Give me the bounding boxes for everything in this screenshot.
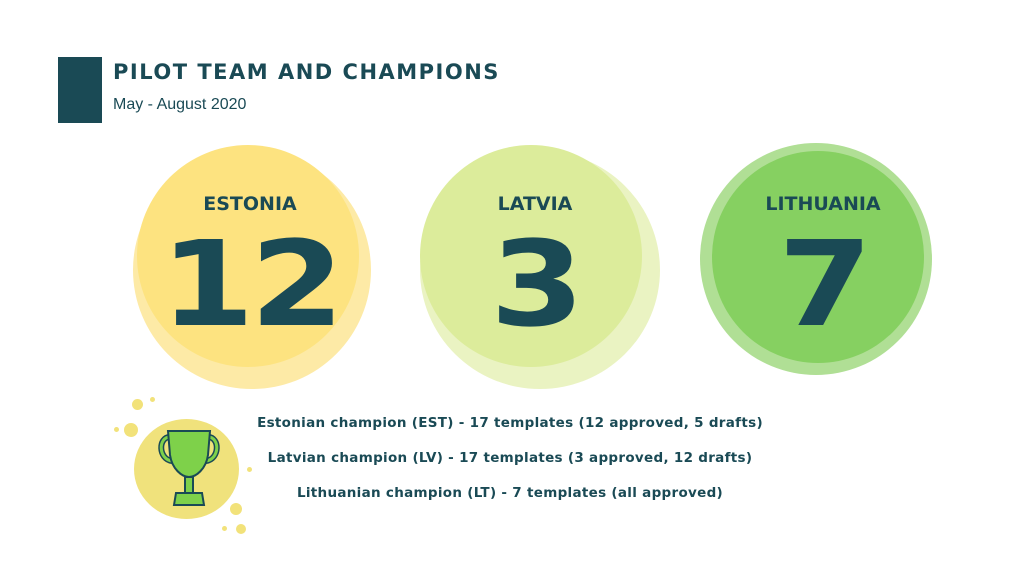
circle-core [137,145,359,367]
decor-dot [247,467,252,472]
champion-line-estonia: Estonian champion (EST) - 17 templates (… [257,415,763,431]
trophy-illustration [112,393,272,543]
circle-core [420,145,642,367]
country-card-latvia: LATVIA 3 [410,143,660,393]
title-accent-block [58,57,102,123]
decor-dot [230,503,242,515]
page-title: PILOT TEAM AND CHAMPIONS [113,60,500,84]
champion-line-latvia: Latvian champion (LV) - 17 templates (3 … [267,450,753,466]
decor-dot [124,423,138,437]
country-card-lithuania: LITHUANIA 7 [698,143,948,393]
country-name: ESTONIA [203,193,297,215]
decor-dot [150,397,155,402]
country-name: LITHUANIA [765,193,881,215]
country-card-estonia: ESTONIA 12 [125,143,375,393]
page-subtitle: May - August 2020 [113,96,247,113]
decor-dot [236,524,246,534]
circle-core [712,151,924,363]
trophy-icon [158,430,220,506]
decor-dot [114,427,119,432]
country-count: 7 [778,215,872,353]
country-count: 12 [160,215,344,353]
country-name: LATVIA [497,193,573,215]
champion-line-lithuania: Lithuanian champion (LT) - 7 templates (… [296,485,724,501]
decor-dot [132,399,143,410]
decor-dot [222,526,227,531]
country-count: 3 [490,215,584,353]
champions-list: Estonian champion (EST) - 17 templates (… [250,412,770,517]
